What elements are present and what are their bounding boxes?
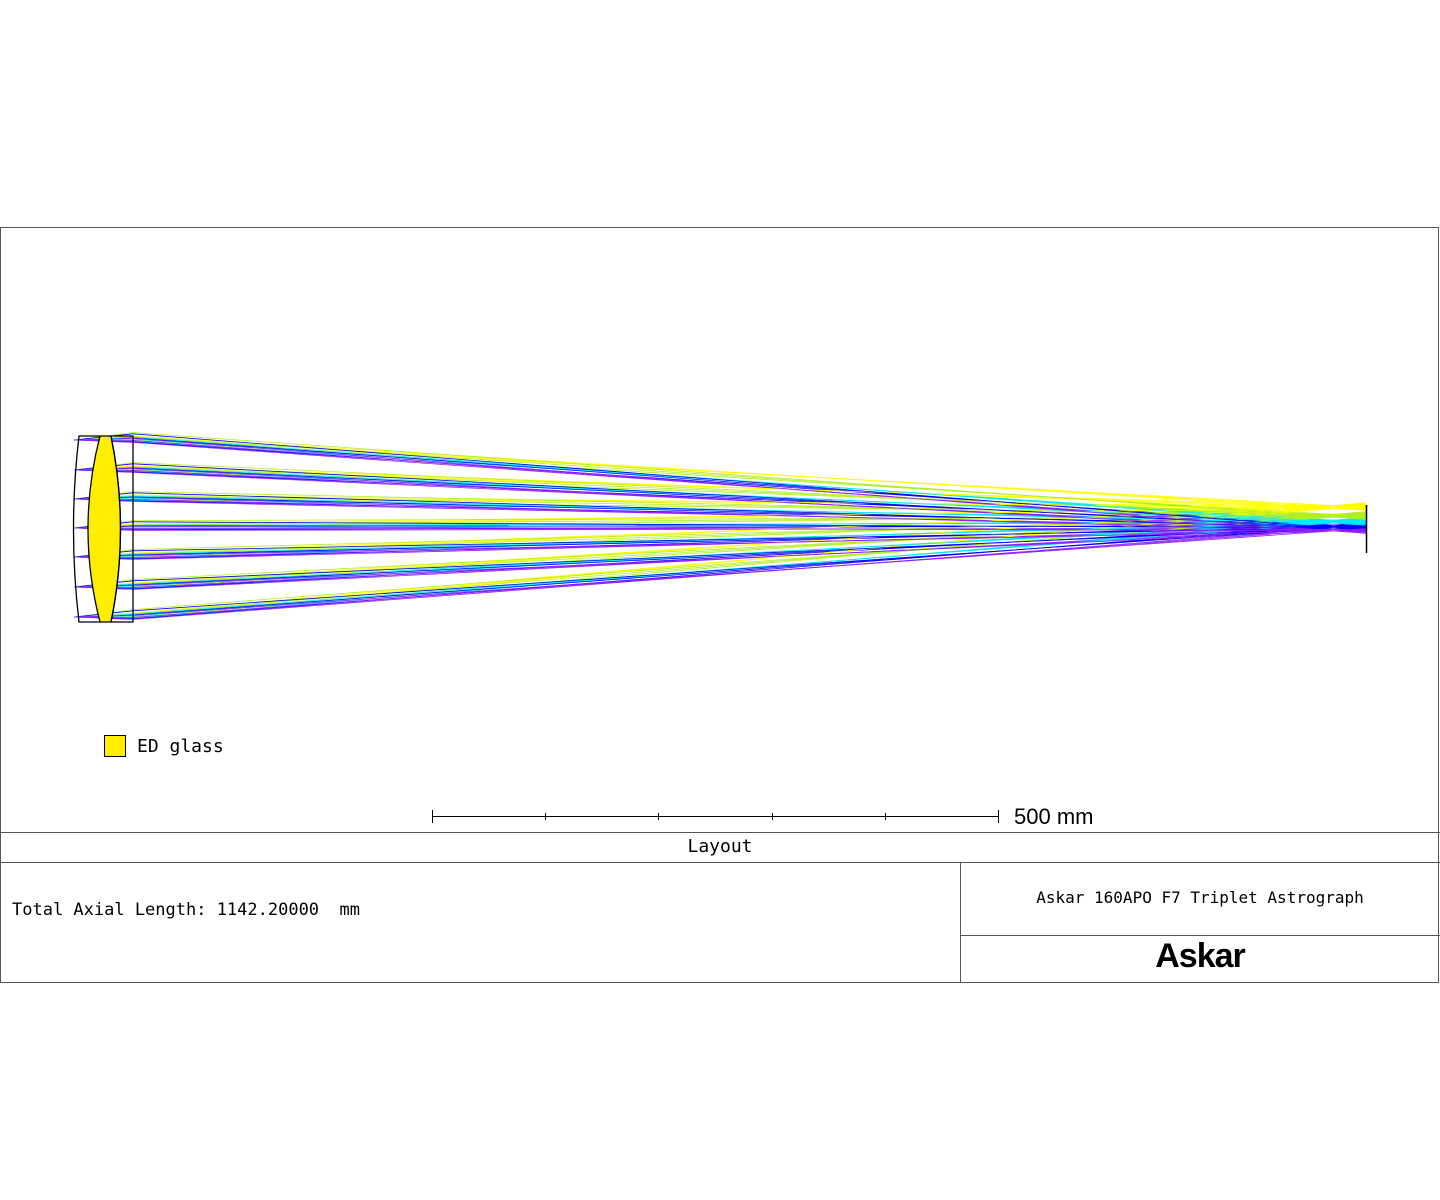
ray [132, 525, 1367, 612]
ray [132, 524, 1367, 586]
ray [132, 433, 1367, 531]
ray [132, 466, 1367, 518]
ray [132, 435, 1367, 511]
legend-swatch [104, 735, 126, 757]
ray [132, 528, 1367, 616]
ray [132, 467, 1367, 529]
lens-title: Askar 160APO F7 Triplet Astrograph [1036, 888, 1364, 907]
frame [0, 227, 1440, 983]
ray [132, 466, 1367, 525]
ray [132, 529, 1367, 556]
ray [132, 522, 1367, 526]
scale-bar [432, 810, 999, 823]
ray [132, 436, 1367, 526]
total-axial-length: Total Axial Length: 1142.20000 mm [12, 900, 360, 920]
ray [132, 432, 1367, 520]
lens-group [72, 435, 134, 623]
ray [132, 521, 1367, 585]
plot-title: Layout [687, 836, 753, 857]
ray [132, 462, 1367, 519]
rear-element [110, 435, 134, 623]
ray [132, 497, 1367, 533]
askar-logo: Askar [1155, 937, 1246, 975]
ray [132, 526, 1367, 582]
ray [132, 526, 1367, 532]
ray [132, 494, 1367, 510]
ray [132, 521, 1367, 555]
ray [132, 438, 1367, 534]
ray [132, 526, 1367, 552]
ray [132, 491, 1367, 519]
ray [132, 495, 1367, 525]
ray [132, 521, 1367, 529]
ray [132, 520, 1367, 615]
ray [132, 492, 1367, 530]
ray [132, 468, 1367, 533]
ray [132, 529, 1367, 586]
ray [132, 523, 1367, 616]
scale-bar-label: 500 mm [1014, 804, 1094, 829]
legend-label: ED glass [137, 736, 224, 757]
ray-bundle [73, 432, 1367, 620]
ray [132, 463, 1367, 530]
ray [132, 465, 1367, 510]
